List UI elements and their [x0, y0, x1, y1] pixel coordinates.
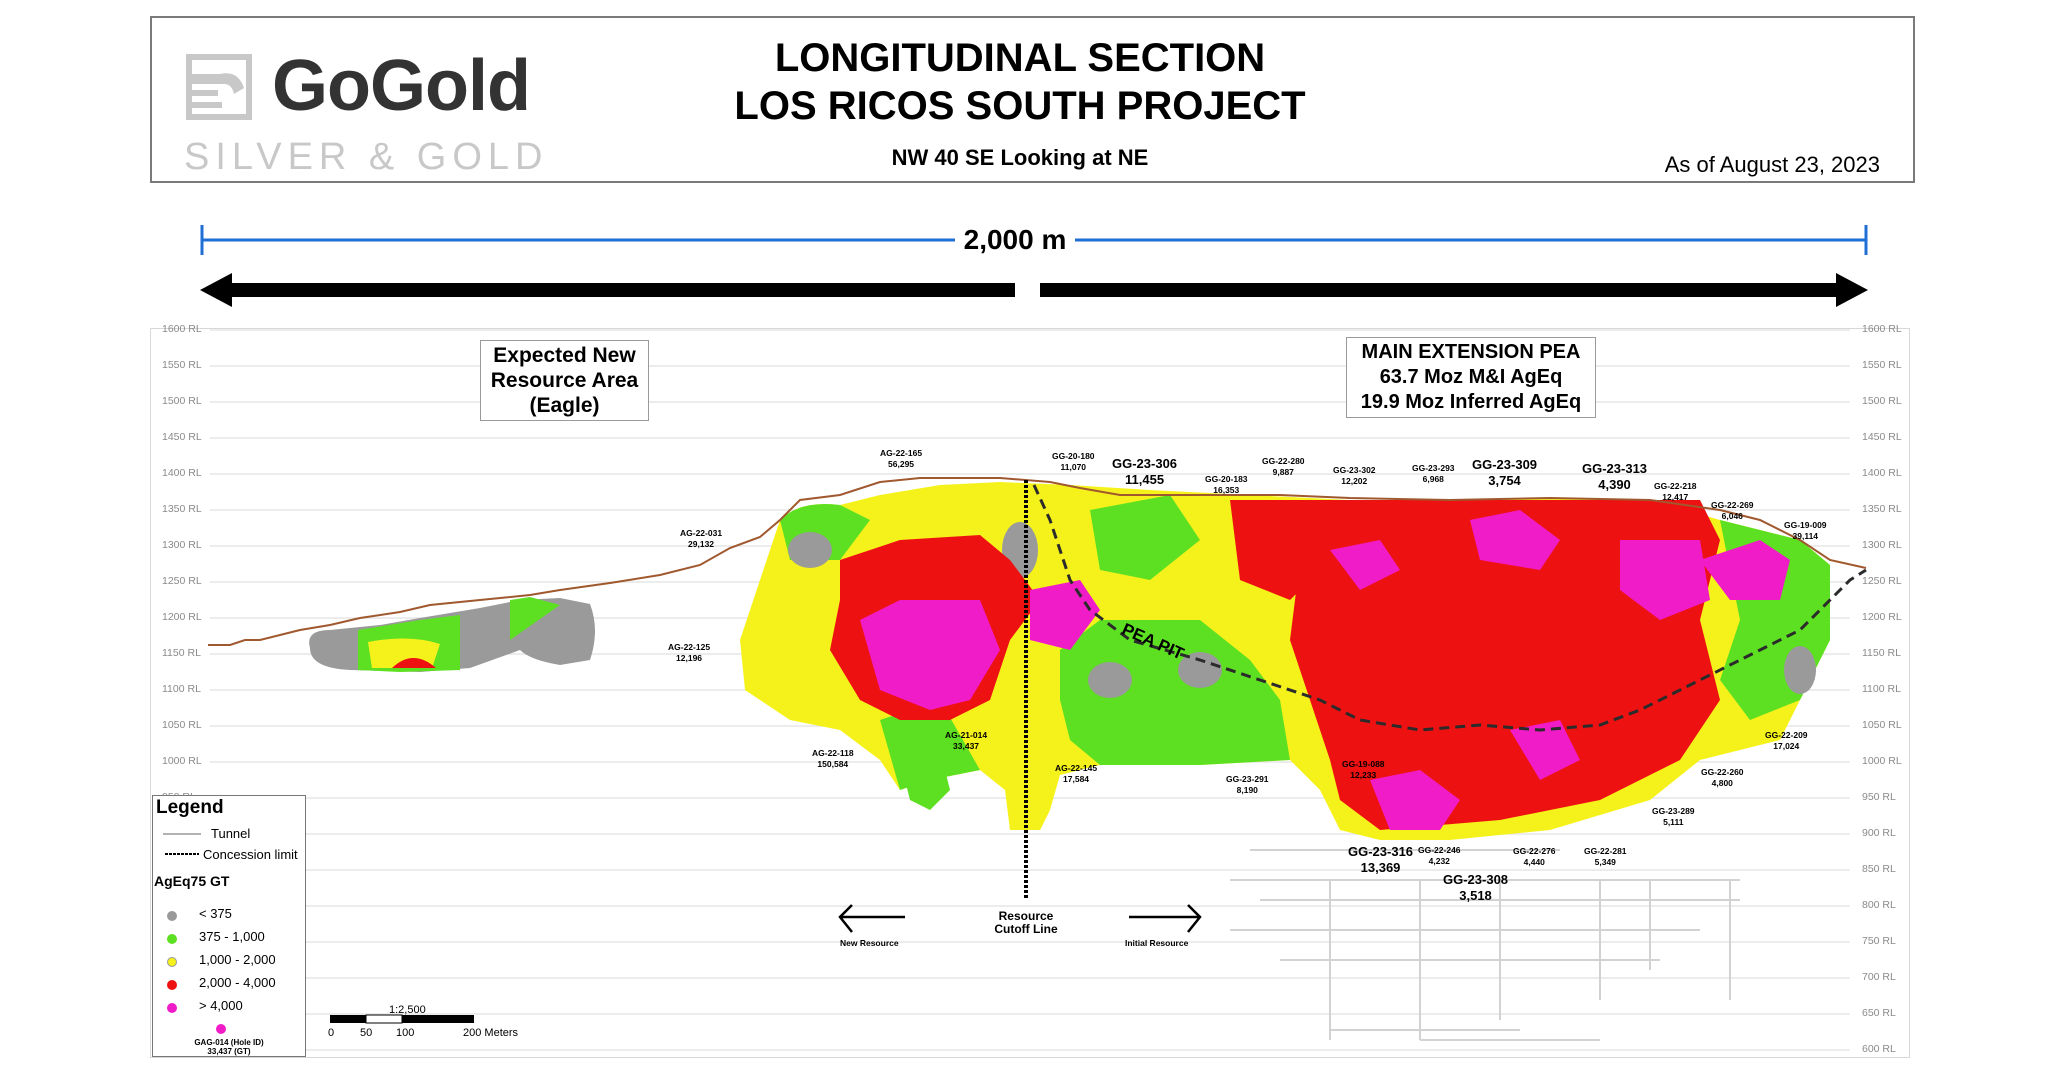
drill-hole-callout: GG-23-308 3,518	[1443, 872, 1509, 903]
drill-hole-callout: GG-22-276 4,440	[1513, 846, 1556, 867]
drill-hole-callout: AG-22-118 150,584	[812, 748, 854, 769]
drill-hole-callout: GG-23-289 5,111	[1652, 806, 1695, 827]
yellow-dot-icon	[167, 957, 177, 967]
gray-dot-icon	[167, 911, 177, 921]
drill-hole-callout: AG-22-125 12,196	[668, 642, 711, 663]
drill-hole-callout: AG-22-165 56,295	[880, 448, 923, 469]
drill-hole-callout: AG-22-145 17,584	[1055, 763, 1098, 784]
section-frame	[150, 328, 1910, 1058]
tunnel-line-icon	[163, 833, 201, 835]
eagle-area-box: Expected New Resource Area (Eagle)	[480, 340, 649, 421]
as-of-date: As of August 23, 2023	[1664, 152, 1880, 177]
legend-tunnel: Tunnel	[211, 826, 251, 841]
title-line-2: LOS RICOS SOUTH PROJECT	[734, 84, 1306, 128]
legend-grade-title: AgEq75 GT	[154, 873, 230, 889]
header-box	[150, 16, 1915, 183]
drill-hole-callout: GG-23-313 4,390	[1582, 461, 1648, 492]
drill-hole-callout: AG-21-014 33,437	[945, 730, 988, 751]
scale-ratio: 1:2,500	[389, 1004, 426, 1016]
title-line-1: LONGITUDINAL SECTION	[774, 36, 1266, 80]
drill-hole-callout: GG-23-309 3,754	[1472, 457, 1538, 488]
concession-line-icon	[165, 853, 199, 855]
drill-hole-callout: GG-23-291 8,190	[1226, 774, 1269, 795]
drill-hole-callout: GG-23-293 6,968	[1412, 463, 1455, 484]
logo-wordmark: GoGold	[272, 46, 531, 126]
section-orientation: NW 40 SE Looking at NE	[891, 145, 1149, 170]
legend-concession: Concession limit	[203, 847, 298, 862]
page-title: LONGITUDINAL SECTION LOS RICOS SOUTH PRO…	[690, 34, 1350, 130]
drill-hole-callout: GG-22-260 4,800	[1701, 767, 1744, 788]
drill-hole-callout: GG-22-246 4,232	[1418, 845, 1461, 866]
magenta-dot-icon	[167, 1003, 177, 1013]
red-dot-icon	[167, 980, 177, 990]
legend-example: GAG-014 (Hole ID) 33,437 (GT)	[194, 1038, 264, 1056]
drill-hole-callout: GG-19-009 39,114	[1784, 520, 1827, 541]
drill-hole-callout: GG-23-306 11,455	[1112, 456, 1178, 487]
drill-hole-callout: GG-22-281 5,349	[1584, 846, 1627, 867]
eagle-logo-icon	[186, 54, 252, 120]
example-hole-dot-icon	[216, 1024, 226, 1034]
drill-hole-callout: GG-22-280 9,887	[1262, 456, 1305, 477]
pea-resource-box: MAIN EXTENSION PEA 63.7 Moz M&I AgEq 19.…	[1346, 337, 1596, 418]
scale-bar	[330, 1014, 474, 1024]
length-scale-label: 2,000 m	[963, 224, 1067, 255]
new-resource-label: New Resource	[840, 938, 899, 948]
drill-hole-callout: GG-19-088 12,233	[1342, 759, 1385, 780]
drill-hole-callout: GG-22-269 6,046	[1711, 500, 1754, 521]
cutoff-line-label: Resource Cutoff Line	[994, 909, 1058, 936]
drill-hole-callout: GG-22-218 12,417	[1654, 481, 1697, 502]
green-dot-icon	[167, 934, 177, 944]
tunnels	[1230, 849, 1740, 1041]
drill-hole-callout: GG-23-316 13,369	[1348, 844, 1414, 875]
drill-hole-callout: GG-20-180 11,070	[1052, 451, 1095, 472]
length-scale-graphic	[200, 225, 1868, 307]
legend-title: Legend	[156, 797, 224, 818]
initial-resource-label: Initial Resource	[1125, 938, 1189, 948]
drill-hole-callout: GG-22-209 17,024	[1765, 730, 1808, 751]
drill-hole-callout: AG-22-031 29,132	[680, 528, 723, 549]
logo-subtitle: SILVER & GOLD	[184, 136, 549, 178]
drill-hole-callout: GG-20-183 16,353	[1205, 474, 1248, 495]
legend: Legend Tunnel Concession limit AgEq75 GT…	[152, 795, 306, 1057]
drill-hole-callout: GG-23-302 12,202	[1333, 465, 1376, 486]
